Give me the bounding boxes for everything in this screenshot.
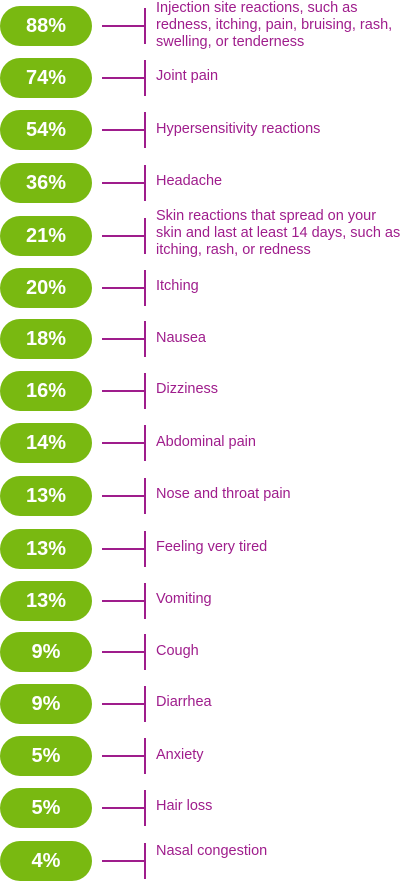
percentage-pill: 88%	[0, 6, 92, 46]
side-effect-label: Nausea	[156, 330, 206, 346]
bracket-connector	[102, 216, 146, 256]
bracket-connector	[102, 581, 146, 621]
bracket-connector	[102, 110, 146, 150]
side-effect-label: Joint pain	[156, 68, 219, 84]
percentage-pill: 16%	[0, 371, 92, 411]
list-item: 88% Injection site reactions, such as re…	[0, 0, 406, 50]
list-item: 9% Diarrhea	[0, 684, 406, 724]
list-item: 14% Abdominal pain	[0, 423, 406, 463]
list-item: 18% Nausea	[0, 319, 406, 359]
bracket-connector	[102, 6, 146, 46]
side-effect-label: Hair loss	[156, 798, 213, 814]
percentage-pill: 21%	[0, 216, 92, 256]
bracket-connector	[102, 268, 146, 308]
percentage-pill: 13%	[0, 476, 92, 516]
bracket-connector	[102, 684, 146, 724]
list-item: 54% Hypersensitivity reactions	[0, 110, 406, 150]
list-item: 16% Dizziness	[0, 371, 406, 411]
list-item: 5% Hair loss	[0, 788, 406, 828]
side-effect-label: Diarrhea	[156, 694, 212, 710]
bracket-connector	[102, 58, 146, 98]
list-item: 13% Vomiting	[0, 581, 406, 621]
percentage-pill: 5%	[0, 736, 92, 776]
list-item: 13% Feeling very tired	[0, 529, 406, 569]
percentage-pill: 54%	[0, 110, 92, 150]
list-item: 4% Nasal congestion	[0, 841, 406, 881]
bracket-connector	[102, 736, 146, 776]
bracket-connector	[102, 529, 146, 569]
side-effect-label: Itching	[156, 278, 199, 294]
bracket-connector	[102, 632, 146, 672]
bracket-connector	[102, 788, 146, 828]
percentage-pill: 13%	[0, 581, 92, 621]
bracket-connector	[102, 371, 146, 411]
list-item: 5% Anxiety	[0, 736, 406, 776]
percentage-pill: 14%	[0, 423, 92, 463]
bracket-connector	[102, 163, 146, 203]
side-effect-label: Headache	[156, 173, 223, 189]
side-effect-label: Hypersensitivity reactions	[156, 121, 321, 137]
side-effect-label: Nose and throat pain	[156, 486, 291, 502]
bracket-connector	[102, 476, 146, 516]
list-item: 74% Joint pain	[0, 58, 406, 98]
side-effect-label: Dizziness	[156, 381, 219, 397]
side-effect-label: Feeling very tired	[156, 539, 268, 555]
percentage-pill: 18%	[0, 319, 92, 359]
percentage-pill: 13%	[0, 529, 92, 569]
bracket-connector	[102, 841, 146, 881]
side-effect-label: Abdominal pain	[156, 434, 256, 450]
list-item: 21% Skin reactions that spread on your s…	[0, 208, 406, 258]
list-item: 36% Headache	[0, 163, 406, 203]
percentage-pill: 5%	[0, 788, 92, 828]
bracket-connector	[102, 423, 146, 463]
percentage-pill: 36%	[0, 163, 92, 203]
percentage-pill: 20%	[0, 268, 92, 308]
percentage-pill: 4%	[0, 841, 92, 881]
side-effect-label: Cough	[156, 643, 199, 659]
side-effect-label: Nasal congestion	[156, 843, 268, 859]
percentage-pill: 9%	[0, 684, 92, 724]
list-item: 20% Itching	[0, 268, 406, 308]
percentage-pill: 9%	[0, 632, 92, 672]
side-effect-label: Anxiety	[156, 747, 204, 763]
side-effect-label: Injection site reactions, such as rednes…	[156, 0, 393, 50]
bracket-connector	[102, 319, 146, 359]
list-item: 13% Nose and throat pain	[0, 476, 406, 516]
side-effect-label: Skin reactions that spread on your skin …	[156, 208, 401, 258]
percentage-pill: 74%	[0, 58, 92, 98]
list-item: 9% Cough	[0, 632, 406, 672]
side-effect-label: Vomiting	[156, 591, 212, 607]
